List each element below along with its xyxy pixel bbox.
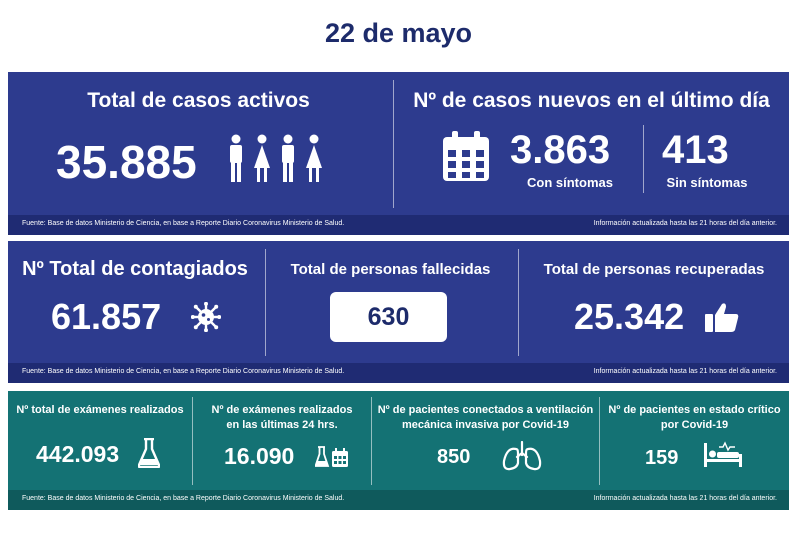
source-note: Fuente: Base de datos Ministerio de Cien…	[22, 368, 345, 375]
active-cases-value: 35.885	[56, 136, 197, 188]
divider	[265, 249, 266, 356]
page-title: 22 de mayo	[324, 18, 473, 48]
ventilator-title-line1: Nº de pacientes conectados a ventilación	[377, 404, 594, 416]
flask-calendar-icon	[315, 446, 348, 467]
panel-footer: Fuente: Base de datos Ministerio de Cien…	[8, 490, 789, 510]
deaths-value-box	[330, 292, 447, 342]
critical-section: Nº de pacientes en estado crítico por Co…	[600, 391, 789, 490]
deaths-title: Total de personas fallecidas	[290, 261, 491, 278]
flask-icon	[138, 438, 160, 468]
divider	[643, 125, 644, 193]
lungs-icon	[502, 441, 542, 471]
deaths-section: Total de personas fallecidas 630	[266, 241, 515, 363]
update-note: Información actualizada hasta las 21 hor…	[593, 368, 777, 375]
thumbs-up-icon	[705, 303, 739, 332]
exams-24h-title-line1: Nº de exámenes realizados	[211, 404, 353, 416]
hospital-bed-icon	[704, 441, 742, 467]
virus-icon	[191, 302, 221, 332]
divider	[192, 397, 193, 485]
ventilator-section: Nº de pacientes conectados a ventilación…	[372, 391, 599, 490]
without-symptoms-label: Sin síntomas	[666, 175, 748, 190]
update-note: Información actualizada hasta las 21 hor…	[593, 220, 777, 227]
source-note: Fuente: Base de datos Ministerio de Cien…	[22, 495, 345, 502]
recovered-value: 25.342	[574, 296, 685, 337]
active-cases-section: Total de casos activos 35.885	[8, 72, 389, 215]
critical-title-line1: Nº de pacientes en estado crítico	[608, 404, 781, 416]
exams-title: Nº total de exámenes realizados	[16, 404, 184, 416]
infected-section: Nº Total de contagiados 61.857	[8, 241, 262, 363]
people-icon	[230, 134, 322, 182]
source-note: Fuente: Base de datos Ministerio de Cien…	[22, 220, 345, 227]
new-cases-title: Nº de casos nuevos en el último día	[413, 89, 770, 112]
with-symptoms-label: Con síntomas	[527, 175, 613, 190]
recovered-section: Total de personas recuperadas 25.342	[519, 241, 789, 363]
deaths-value: 630	[367, 303, 410, 331]
divider	[371, 397, 372, 485]
exams-section: Nº total de exámenes realizados 442.093	[8, 391, 192, 490]
divider	[599, 397, 600, 485]
critical-title-line2: por Covid-19	[660, 419, 729, 431]
new-cases-section: Nº de casos nuevos en el último día 3.86…	[394, 72, 789, 215]
infected-title: Nº Total de contagiados	[22, 258, 248, 280]
calendar-icon	[443, 131, 489, 181]
divider	[393, 80, 394, 208]
ventilator-value: 850	[437, 446, 471, 468]
divider	[518, 249, 519, 356]
active-cases-panel: Total de casos activos 35.885	[8, 72, 789, 235]
active-cases-title: Total de casos activos	[87, 89, 310, 112]
critical-value: 159	[645, 447, 679, 469]
exams-24h-title-line2: en las últimas 24 hrs.	[226, 419, 338, 431]
recovered-title: Total de personas recuperadas	[543, 261, 765, 278]
exams-24h-value: 16.090	[224, 443, 295, 469]
exams-24h-section: Nº de exámenes realizados en las últimas…	[193, 391, 371, 490]
panel-footer: Fuente: Base de datos Ministerio de Cien…	[8, 215, 789, 235]
exams-panel: Nº total de exámenes realizados 442.093 …	[8, 391, 789, 510]
ventilator-title-line2: mecánica invasiva por Covid-19	[402, 419, 569, 431]
update-note: Información actualizada hasta las 21 hor…	[593, 495, 777, 502]
totals-panel: Nº Total de contagiados 61.857 Total d	[8, 241, 789, 383]
with-symptoms-value: 3.863	[510, 128, 611, 172]
infected-value: 61.857	[51, 296, 162, 337]
exams-value: 442.093	[36, 441, 120, 467]
panel-footer: Fuente: Base de datos Ministerio de Cien…	[8, 363, 789, 383]
without-symptoms-value: 413	[662, 128, 729, 172]
